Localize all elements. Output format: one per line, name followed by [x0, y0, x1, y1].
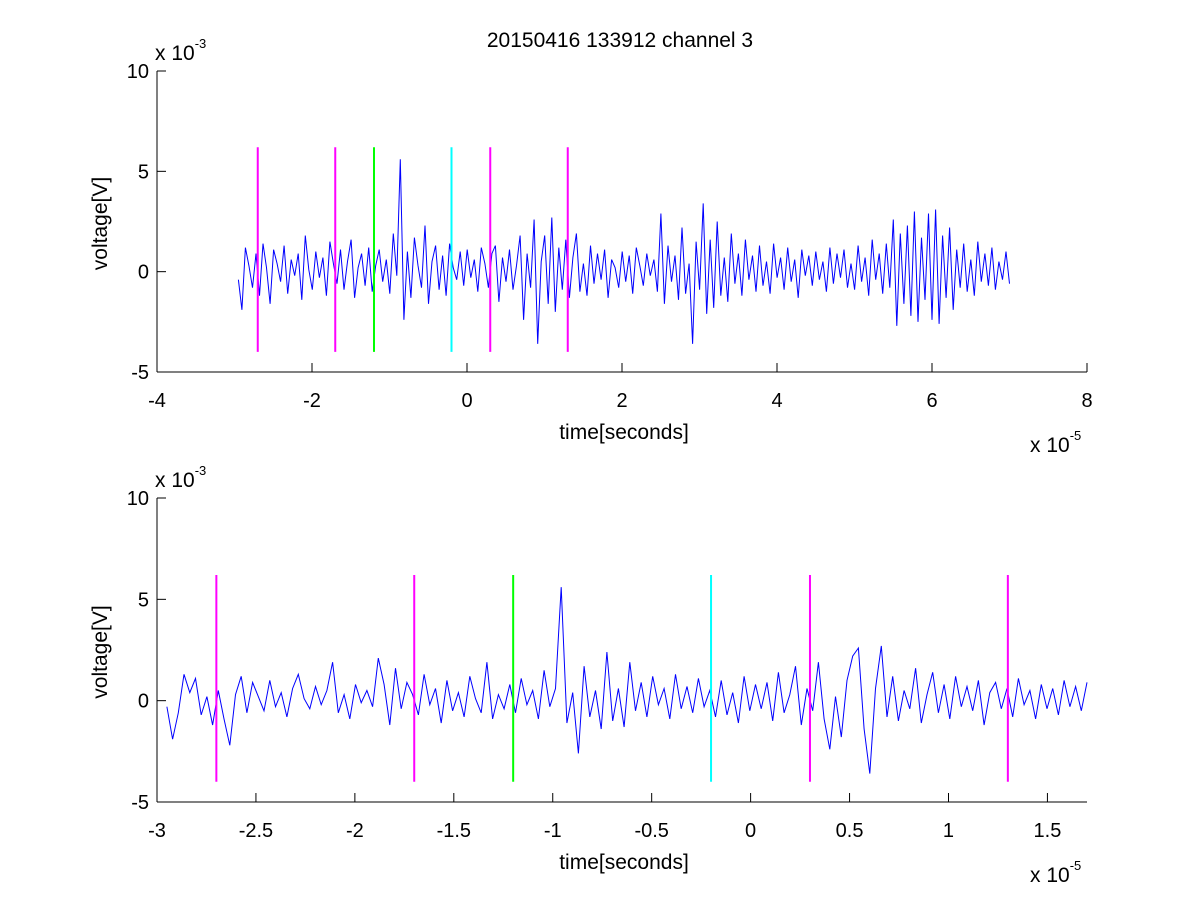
- x-tick-label: 4: [771, 390, 782, 412]
- x-tick-label: 1.5: [1034, 820, 1062, 842]
- plot-top: -4 -2 0 2 4 6 8 -5 0 5 10 time[seconds] voltage[V] x …: [89, 36, 1093, 457]
- y-tick-label: 0: [138, 262, 149, 284]
- x-tick-label: -1.5: [437, 820, 471, 842]
- x-axis-label: time[seconds]: [559, 421, 689, 444]
- x-tick-label: 1: [943, 820, 954, 842]
- x-tick-label: 6: [926, 390, 937, 412]
- y-tick-label: 0: [138, 691, 149, 713]
- x-multiplier-base: x 10: [1030, 434, 1070, 457]
- y-multiplier: x 10-3: [155, 36, 206, 65]
- y-multiplier-exp: -3: [195, 36, 207, 51]
- x-tick-label: 0.5: [836, 820, 864, 842]
- x-tick-label: 0: [745, 820, 756, 842]
- x-tick-label: -2.5: [239, 820, 273, 842]
- plot-bottom: -3 -2.5 -2 -1.5 -1 -0.5 0 0.5 1 1.5 -5 0 5 10 time[sec…: [89, 463, 1088, 887]
- y-tick-label: 5: [138, 589, 149, 611]
- x-multiplier: x 10-5: [1030, 428, 1081, 457]
- x-tick-label: 0: [461, 390, 472, 412]
- x-tick-label: -1: [544, 820, 562, 842]
- y-tick-label: -5: [131, 362, 149, 384]
- y-tick-label: 10: [127, 488, 149, 510]
- x-multiplier-exp: -5: [1070, 428, 1082, 443]
- x-tick-label: 8: [1081, 390, 1092, 412]
- y-axis-label: voltage[V]: [89, 177, 112, 270]
- signal-trace: [166, 587, 1088, 774]
- y-multiplier-base: x 10: [155, 42, 195, 65]
- x-tick-label: -4: [148, 390, 166, 412]
- x-tick-label: -2: [346, 820, 364, 842]
- x-multiplier-exp: -5: [1070, 858, 1082, 873]
- x-tick-label: -3: [148, 820, 166, 842]
- figure-title: 20150416 133912 channel 3: [487, 29, 753, 52]
- y-multiplier-base: x 10: [155, 469, 195, 492]
- x-tick-label: 2: [616, 390, 627, 412]
- signal-trace: [237, 159, 1010, 344]
- x-tick-label: -2: [303, 390, 321, 412]
- x-multiplier-base: x 10: [1030, 864, 1070, 887]
- y-tick-label: 10: [127, 61, 149, 83]
- y-tick-label: 5: [138, 161, 149, 183]
- y-multiplier-exp: -3: [195, 463, 207, 478]
- x-tick-label: -0.5: [634, 820, 668, 842]
- y-axis-label: voltage[V]: [89, 605, 112, 698]
- y-tick-label: -5: [131, 792, 149, 814]
- x-multiplier: x 10-5: [1030, 858, 1081, 887]
- x-axis-label: time[seconds]: [559, 851, 689, 874]
- y-multiplier: x 10-3: [155, 463, 206, 492]
